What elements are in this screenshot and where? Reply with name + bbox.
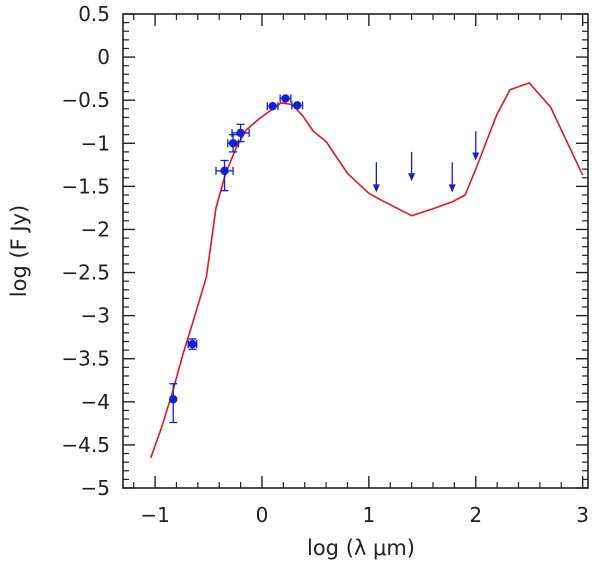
- model-sed-line: [150, 82, 584, 459]
- y-tick-label: −3: [81, 304, 110, 328]
- y-tick-label: −4: [81, 390, 110, 414]
- upper-limit-arrow-head: [448, 184, 456, 193]
- data-point-marker: [188, 339, 197, 349]
- axis-ticks: [123, 13, 588, 489]
- y-tick-label: −2.5: [61, 261, 110, 285]
- data-point: [231, 123, 250, 143]
- y-tick-label: −0.5: [61, 88, 110, 112]
- y-tick-label: −4.5: [61, 433, 110, 457]
- data-point: [279, 94, 292, 103]
- data-point-marker: [281, 94, 290, 103]
- x-tick-labels: −1 0 1 2 3: [140, 503, 589, 527]
- data-point-marker: [169, 395, 178, 404]
- data-point: [291, 101, 304, 110]
- upper-limit-arrow: [408, 151, 416, 182]
- y-tick-label: 0.5: [78, 2, 110, 26]
- upper-limit-arrow-head: [472, 152, 480, 161]
- data-point: [169, 383, 178, 424]
- x-tick-label: 0: [256, 503, 269, 527]
- y-tick-label: −2: [81, 217, 110, 241]
- data-point-marker: [268, 102, 277, 111]
- data-point: [266, 102, 279, 111]
- y-tick-label: 0: [97, 45, 110, 69]
- y-axis-title: log (F Jy): [7, 205, 31, 297]
- x-tick-label: 2: [469, 503, 482, 527]
- x-tick-label: −1: [140, 503, 169, 527]
- x-axis-title: log (λ μm): [307, 536, 415, 560]
- upper-limit-arrow: [372, 162, 380, 193]
- plot-frame: [122, 13, 589, 489]
- x-tick-label: 3: [576, 503, 589, 527]
- upper-limit-arrow-head: [408, 173, 416, 182]
- y-tick-label: −5: [81, 476, 110, 500]
- x-tick-label: 1: [362, 503, 375, 527]
- photometry-points-group: [169, 94, 304, 424]
- y-tick-labels: 0.5 0 −0.5 −1 −1.5 −2 −2.5 −3 −3.5 −4 −4.5 −5: [61, 2, 110, 500]
- upper-limit-arrow: [472, 131, 480, 161]
- upper-limit-arrows-group: [372, 131, 480, 193]
- upper-limit-arrow-head: [372, 184, 380, 193]
- y-tick-label: −1.5: [61, 174, 110, 198]
- y-tick-label: −1: [81, 131, 110, 155]
- data-point: [187, 338, 198, 350]
- data-point-marker: [220, 166, 229, 176]
- upper-limit-arrow: [448, 162, 456, 193]
- data-point-marker: [236, 128, 245, 138]
- data-point-marker: [228, 139, 238, 148]
- y-tick-label: −3.5: [61, 347, 110, 371]
- model-line-group: [150, 82, 584, 459]
- data-point: [227, 134, 240, 153]
- data-point: [215, 159, 234, 192]
- data-point-marker: [293, 101, 302, 110]
